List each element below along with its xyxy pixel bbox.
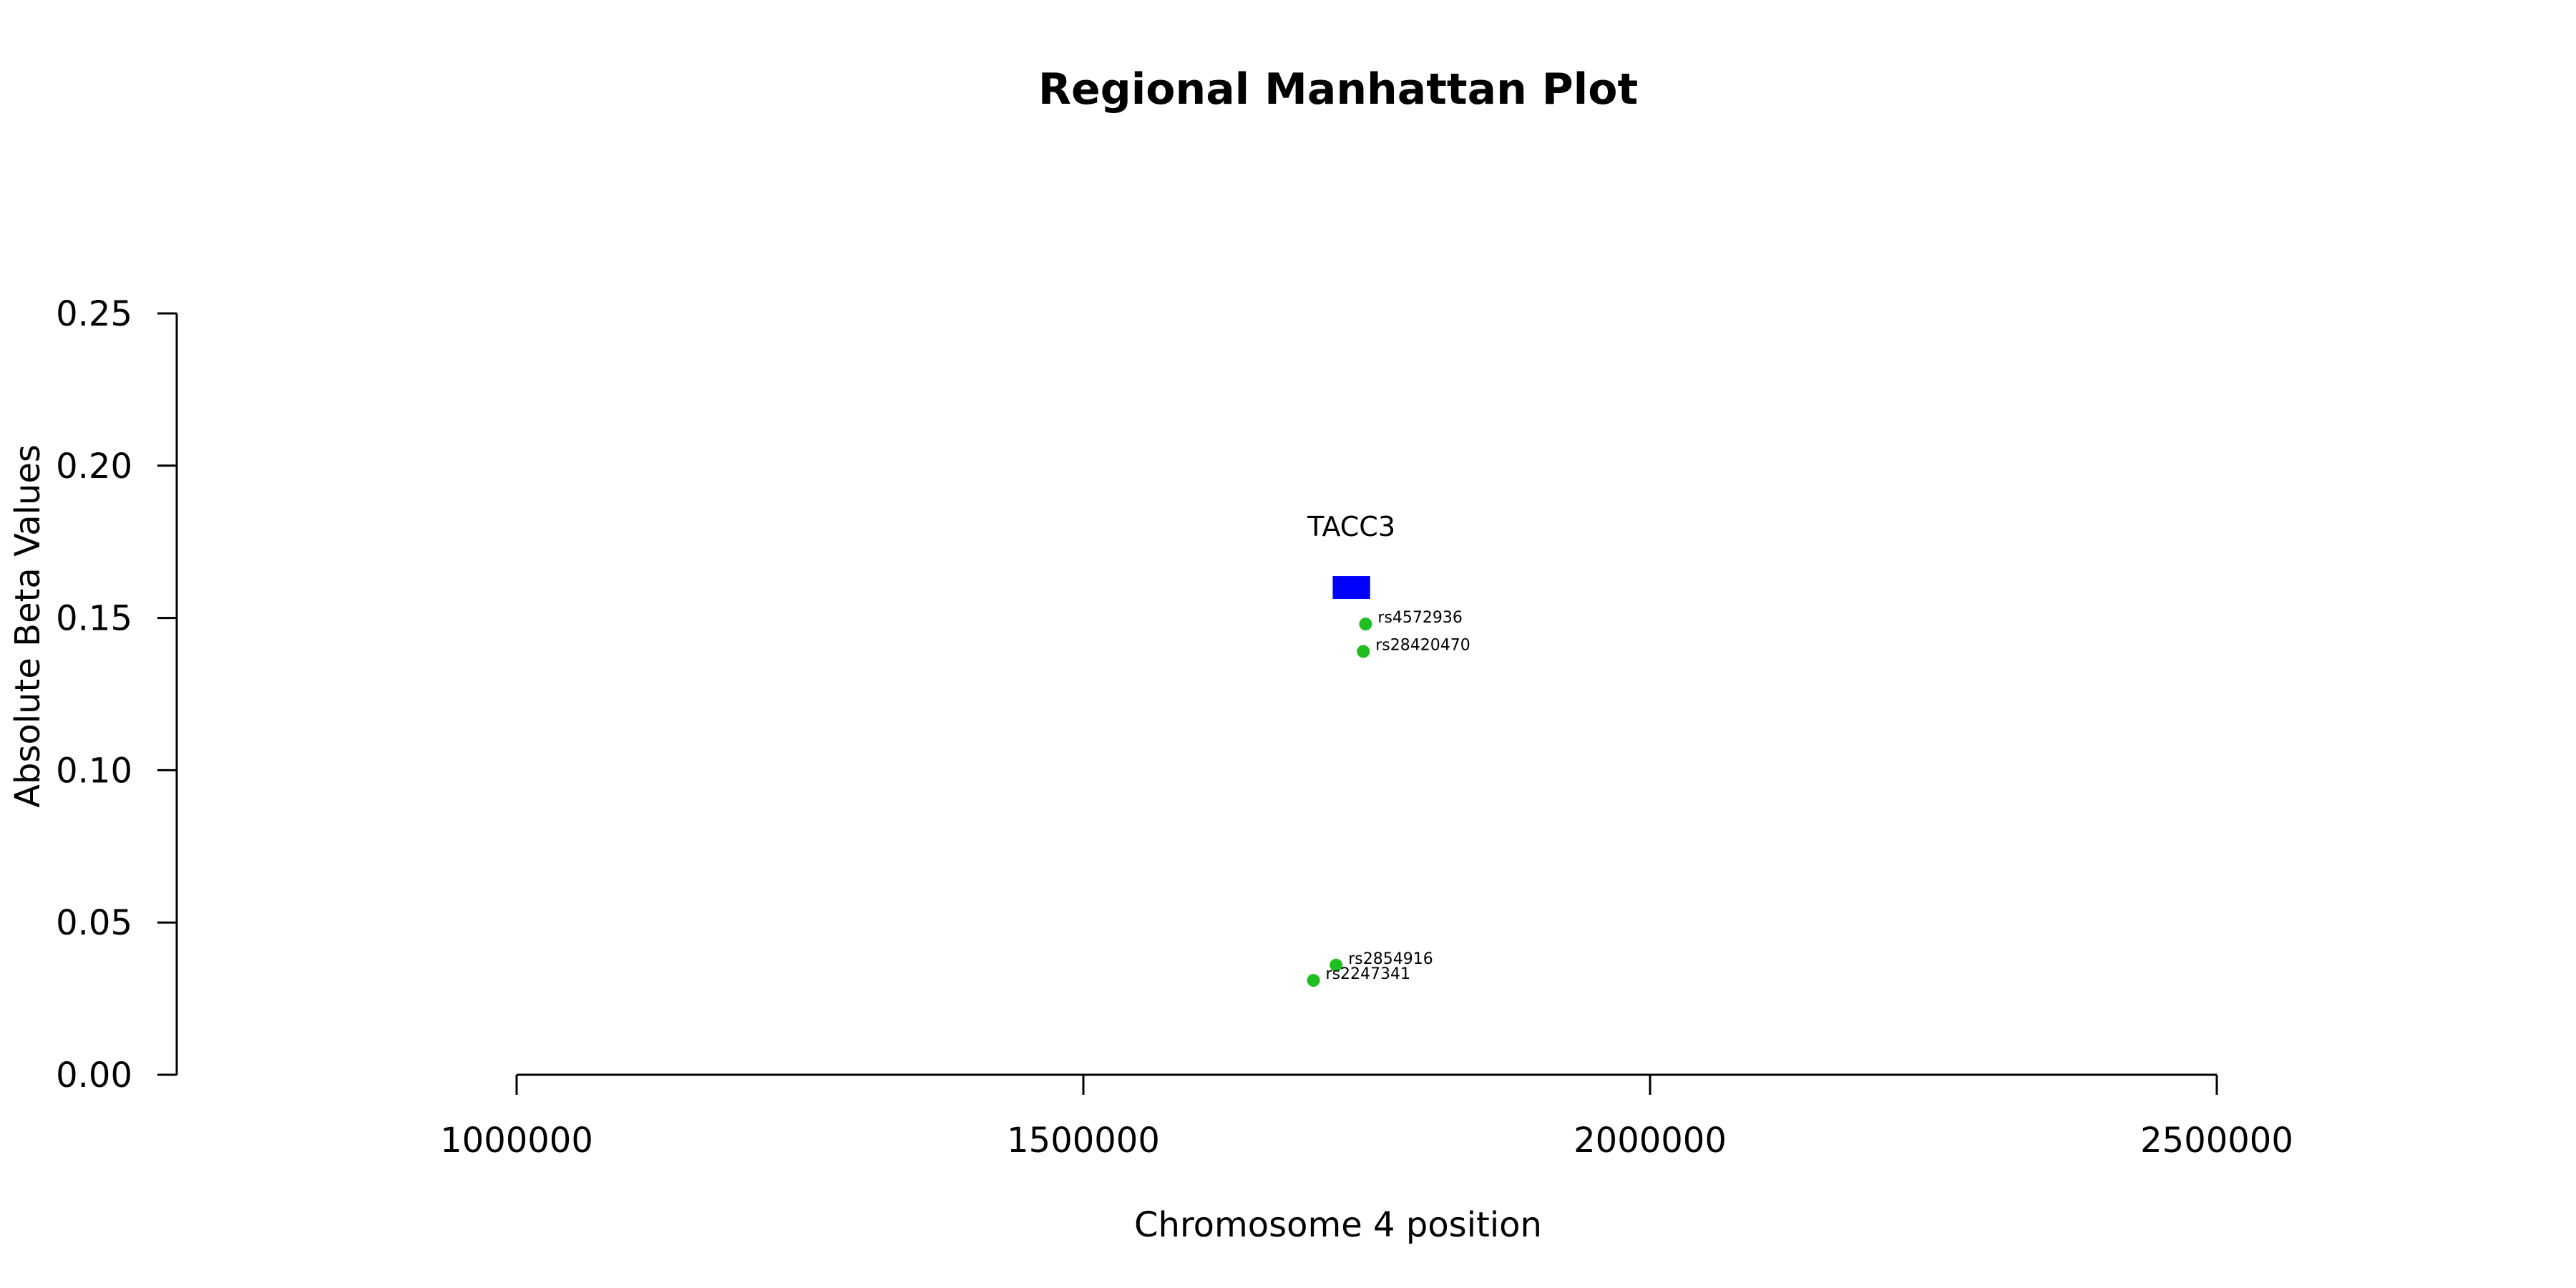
y-axis-ticks: 0.00 0.05 0.10 0.15 0.20 0.25 [56, 294, 177, 1096]
gene-label: TACC3 [1307, 511, 1395, 542]
x-tick-label: 1000000 [440, 1121, 593, 1161]
y-tick-label: 0.00 [56, 1055, 132, 1096]
x-tick-label: 1500000 [1007, 1121, 1160, 1161]
snp-label: rs4572936 [1377, 609, 1463, 627]
gene-bar [1332, 576, 1370, 600]
snp-point [1359, 618, 1372, 631]
y-tick-label: 0.25 [56, 294, 132, 334]
snp-label: rs2854916 [1348, 950, 1433, 968]
chart-title: Regional Manhattan Plot [1038, 64, 1638, 114]
x-tick-label: 2500000 [2140, 1121, 2293, 1161]
gene-track: TACC3 [1307, 511, 1395, 600]
snp-label: rs2247341 [1326, 965, 1411, 983]
y-tick-label: 0.20 [56, 447, 132, 487]
snp-point [1330, 958, 1343, 972]
snp-label: rs28420470 [1375, 636, 1470, 654]
x-tick-label: 2000000 [1574, 1121, 1727, 1161]
x-axis-ticks: 1000000 1500000 2000000 2500000 [440, 1075, 2293, 1161]
y-tick-label: 0.05 [56, 903, 132, 943]
y-tick-label: 0.10 [56, 751, 132, 791]
snp-point [1307, 974, 1320, 987]
snp-point [1357, 645, 1370, 658]
y-axis-label: Absolute Beta Values [8, 444, 48, 808]
y-tick-label: 0.15 [56, 599, 132, 639]
x-axis-label: Chromosome 4 position [1134, 1205, 1542, 1245]
